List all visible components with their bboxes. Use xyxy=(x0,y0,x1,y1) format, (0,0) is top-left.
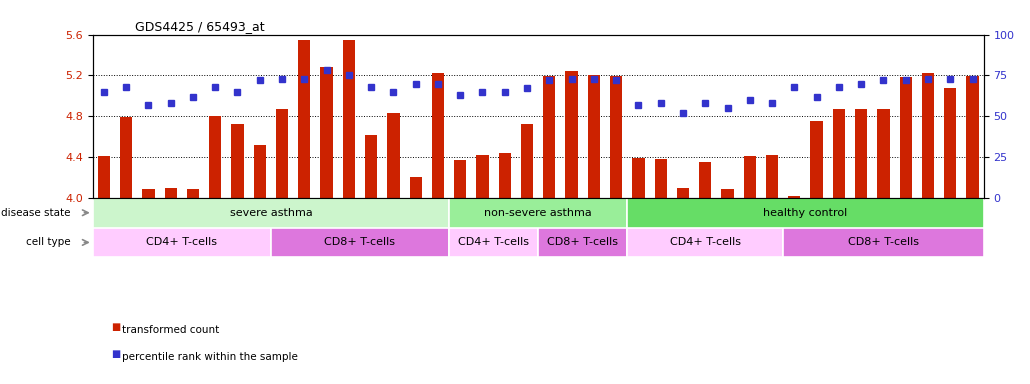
Bar xyxy=(320,67,333,198)
Text: ■: ■ xyxy=(111,349,121,359)
Bar xyxy=(565,71,578,198)
Bar xyxy=(543,76,555,198)
Bar xyxy=(832,109,845,198)
Bar xyxy=(632,158,645,198)
Text: disease state: disease state xyxy=(1,208,70,218)
Bar xyxy=(499,153,511,198)
Title: GDS4425 / 65493_at: GDS4425 / 65493_at xyxy=(135,20,265,33)
Bar xyxy=(966,76,978,198)
Bar xyxy=(186,189,199,198)
Text: CD4+ T-cells: CD4+ T-cells xyxy=(458,237,529,247)
Text: healthy control: healthy control xyxy=(763,208,848,218)
Bar xyxy=(610,76,622,198)
Text: CD8+ T-cells: CD8+ T-cells xyxy=(324,237,396,247)
Bar xyxy=(93,198,449,228)
Bar xyxy=(449,198,627,228)
Text: CD8+ T-cells: CD8+ T-cells xyxy=(547,237,618,247)
Text: CD8+ T-cells: CD8+ T-cells xyxy=(848,237,919,247)
Bar xyxy=(945,88,957,198)
Bar xyxy=(98,156,110,198)
Bar xyxy=(538,228,627,257)
Bar xyxy=(521,124,534,198)
Bar xyxy=(677,188,689,198)
Bar xyxy=(271,228,449,257)
Bar xyxy=(253,145,266,198)
Bar xyxy=(93,228,271,257)
Bar xyxy=(788,196,800,198)
Text: ■: ■ xyxy=(111,322,121,332)
Bar xyxy=(209,116,221,198)
Bar xyxy=(627,228,783,257)
Text: CD4+ T-cells: CD4+ T-cells xyxy=(670,237,741,247)
Bar xyxy=(432,73,444,198)
Bar xyxy=(142,189,154,198)
Bar xyxy=(410,177,422,198)
Bar xyxy=(855,109,867,198)
Bar xyxy=(744,156,756,198)
Bar xyxy=(654,159,666,198)
Bar xyxy=(811,121,823,198)
Bar xyxy=(878,109,890,198)
Bar xyxy=(899,78,912,198)
Bar xyxy=(783,228,984,257)
Text: cell type: cell type xyxy=(26,237,70,247)
Bar xyxy=(119,117,132,198)
Bar xyxy=(343,40,355,198)
Bar xyxy=(627,198,984,228)
Text: severe asthma: severe asthma xyxy=(230,208,312,218)
Text: percentile rank within the sample: percentile rank within the sample xyxy=(122,352,298,362)
Bar xyxy=(766,155,779,198)
Text: non-severe asthma: non-severe asthma xyxy=(484,208,592,218)
Bar xyxy=(365,135,377,198)
Bar xyxy=(298,40,310,198)
Bar xyxy=(721,189,733,198)
Bar xyxy=(454,160,467,198)
Text: transformed count: transformed count xyxy=(122,325,218,335)
Text: CD4+ T-cells: CD4+ T-cells xyxy=(146,237,217,247)
Bar xyxy=(922,73,934,198)
Bar xyxy=(476,155,488,198)
Bar xyxy=(165,188,177,198)
Bar xyxy=(699,162,712,198)
Bar xyxy=(449,228,539,257)
Bar xyxy=(232,124,244,198)
Bar xyxy=(588,75,600,198)
Bar xyxy=(276,109,288,198)
Bar xyxy=(387,113,400,198)
